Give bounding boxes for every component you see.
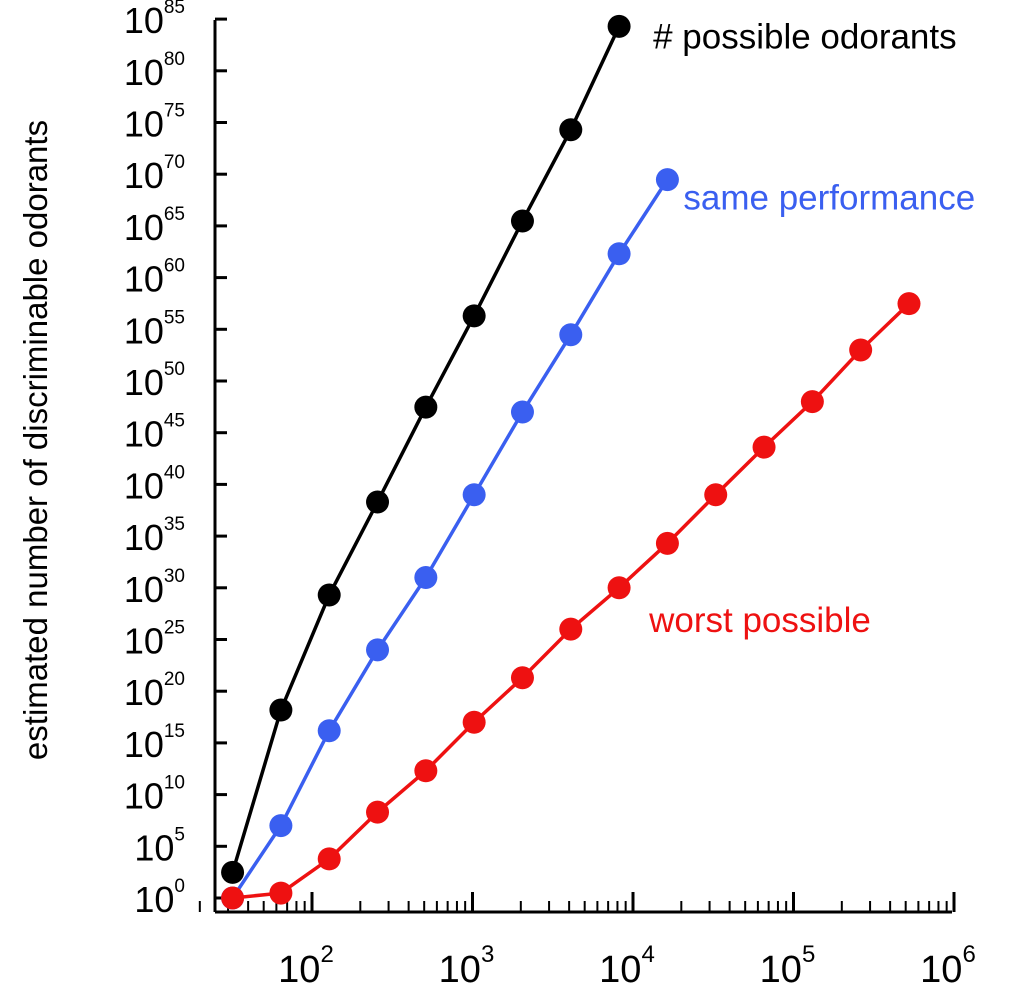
data-point [462,304,486,328]
y-tick-label: 1045 [124,411,185,455]
data-point [559,118,583,142]
y-tick-label: 1030 [124,566,185,610]
data-point [607,576,631,600]
y-tick-label: 1010 [124,773,185,817]
x-tick-label: 106 [920,941,976,991]
y-tick-label: 1085 [124,0,185,41]
y-tick-label: 1065 [124,204,185,248]
data-point [269,881,293,905]
data-point [414,565,438,589]
data-point [655,531,679,555]
series-layer: # possible odorants same performance worst… [221,14,975,910]
data-point [414,395,438,419]
y-tick-label: 100 [134,876,185,920]
data-point [559,617,583,641]
data-point [510,400,534,424]
y-tick-label: 1060 [124,256,185,300]
series-label: same performance [683,179,975,218]
data-point [752,435,776,459]
series-1: same performance [221,168,975,910]
data-point [510,666,534,690]
y-tick-label: 1080 [124,49,185,93]
y-tick-label: 1075 [124,101,185,145]
y-tick-label: 1020 [124,669,185,713]
data-point [269,698,293,722]
data-point [462,710,486,734]
data-point [221,860,245,884]
data-point [849,338,873,362]
data-point [607,14,631,38]
x-tick-label: 103 [439,941,495,991]
x-tick-label: 104 [599,941,655,991]
data-point [462,483,486,507]
axes [213,20,952,914]
y-tick-label: 1050 [124,359,185,403]
y-tick-label: 1040 [124,462,185,506]
data-point [800,390,824,414]
y-tick-label: 1015 [124,721,185,765]
y-tick-label: 1070 [124,152,185,196]
y-tick-label: 105 [134,824,185,868]
series-line [231,178,669,899]
data-point [704,483,728,507]
data-point [897,292,921,316]
data-point [317,583,341,607]
data-point [269,814,293,838]
data-point [366,490,390,514]
series-label: worst possible [648,601,871,640]
y-axis-ticks: 100 105 1010 1015 1020 1025 1030 1035 1040 1045 10… [124,0,227,920]
series-0: # possible odorants [221,14,957,884]
x-axis-ticks: 102 103 104 105 106 [198,892,976,991]
y-tick-label: 1035 [124,514,185,558]
x-tick-label: 102 [278,941,334,991]
data-point [559,323,583,347]
data-point [317,847,341,871]
series-label: # possible odorants [653,17,957,56]
data-point [414,759,438,783]
y-axis-label: estimated number of discriminable odoran… [17,120,54,760]
data-point [655,168,679,192]
data-point [366,800,390,824]
data-point [510,209,534,233]
y-tick-label: 1055 [124,307,185,351]
series-line [230,25,621,873]
x-tick-label: 105 [760,941,816,991]
series-2: worst possible [221,292,921,910]
y-tick-label: 1025 [124,618,185,662]
data-point [221,886,245,910]
data-point [317,719,341,743]
data-point [607,242,631,266]
data-point [366,638,390,662]
